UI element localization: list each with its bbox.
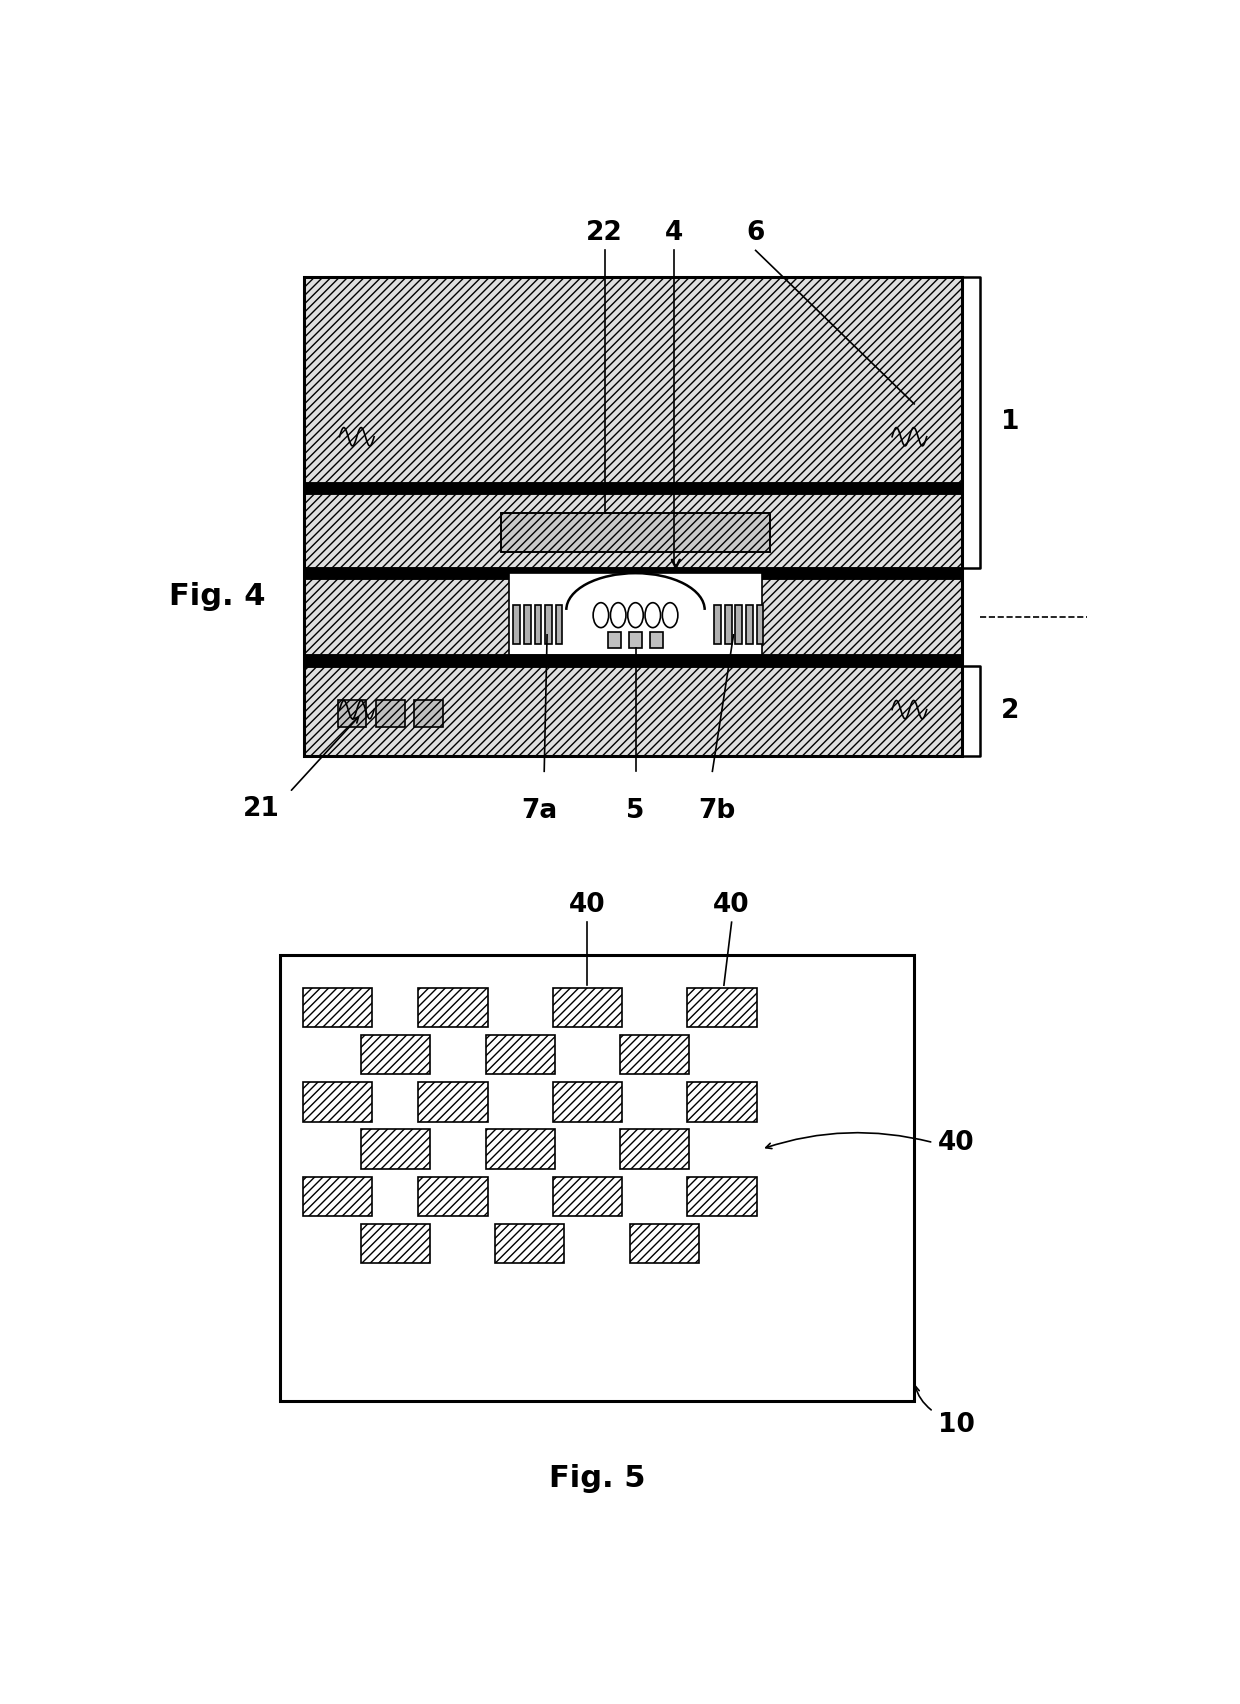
Text: 40: 40 bbox=[569, 893, 606, 918]
Bar bbox=[280, 954, 914, 1401]
Bar bbox=[546, 605, 552, 644]
Bar bbox=[486, 1130, 554, 1169]
Text: 40: 40 bbox=[939, 1130, 975, 1155]
Text: 4: 4 bbox=[665, 220, 683, 247]
Bar bbox=[304, 482, 962, 492]
Bar bbox=[756, 605, 764, 644]
Ellipse shape bbox=[662, 603, 678, 627]
Bar bbox=[630, 1223, 699, 1263]
Bar bbox=[534, 605, 542, 644]
Bar bbox=[735, 605, 743, 644]
Ellipse shape bbox=[627, 603, 644, 627]
Bar bbox=[361, 1223, 430, 1263]
Bar bbox=[620, 1034, 689, 1075]
Bar bbox=[304, 666, 962, 755]
Bar bbox=[553, 1082, 622, 1121]
Text: 21: 21 bbox=[243, 796, 280, 823]
Bar bbox=[304, 276, 962, 755]
Bar bbox=[303, 988, 372, 1028]
Bar bbox=[418, 988, 487, 1028]
Bar bbox=[304, 276, 962, 482]
Ellipse shape bbox=[593, 603, 609, 627]
Bar bbox=[337, 700, 367, 726]
Bar bbox=[556, 605, 563, 644]
Bar bbox=[553, 988, 622, 1028]
Bar bbox=[725, 605, 732, 644]
Text: 10: 10 bbox=[939, 1411, 975, 1438]
Bar bbox=[304, 567, 962, 578]
Bar bbox=[620, 1130, 689, 1169]
Bar bbox=[650, 632, 663, 648]
Bar bbox=[608, 632, 621, 648]
Ellipse shape bbox=[645, 603, 661, 627]
Text: 5: 5 bbox=[626, 797, 645, 823]
Bar bbox=[714, 605, 720, 644]
Text: 6: 6 bbox=[746, 220, 765, 247]
Text: Fig. 4: Fig. 4 bbox=[169, 583, 265, 612]
Text: 22: 22 bbox=[587, 220, 624, 247]
Bar bbox=[687, 988, 756, 1028]
Text: 1: 1 bbox=[1001, 409, 1019, 435]
Text: 40: 40 bbox=[713, 893, 750, 918]
Bar bbox=[361, 1034, 430, 1075]
Bar bbox=[418, 1177, 487, 1217]
Ellipse shape bbox=[610, 603, 626, 627]
Bar bbox=[513, 605, 521, 644]
Text: Fig. 5: Fig. 5 bbox=[549, 1464, 645, 1493]
Bar bbox=[303, 1177, 372, 1217]
Bar bbox=[508, 573, 763, 654]
Bar bbox=[486, 1034, 554, 1075]
Bar bbox=[303, 1082, 372, 1121]
Text: 7b: 7b bbox=[698, 797, 735, 823]
Bar bbox=[304, 492, 962, 567]
Text: 7a: 7a bbox=[521, 797, 558, 823]
Bar bbox=[687, 1177, 756, 1217]
Bar bbox=[495, 1223, 564, 1263]
Bar bbox=[687, 1082, 756, 1121]
Bar bbox=[304, 578, 962, 654]
Bar bbox=[414, 700, 444, 726]
Bar bbox=[501, 513, 770, 552]
Bar bbox=[361, 1130, 430, 1169]
Bar bbox=[629, 632, 642, 648]
Text: 2: 2 bbox=[1001, 699, 1019, 724]
Bar bbox=[501, 513, 770, 552]
Bar bbox=[376, 700, 404, 726]
Bar bbox=[418, 1082, 487, 1121]
Bar bbox=[553, 1177, 622, 1217]
Bar bbox=[304, 654, 962, 666]
Bar bbox=[746, 605, 753, 644]
Bar bbox=[525, 605, 531, 644]
